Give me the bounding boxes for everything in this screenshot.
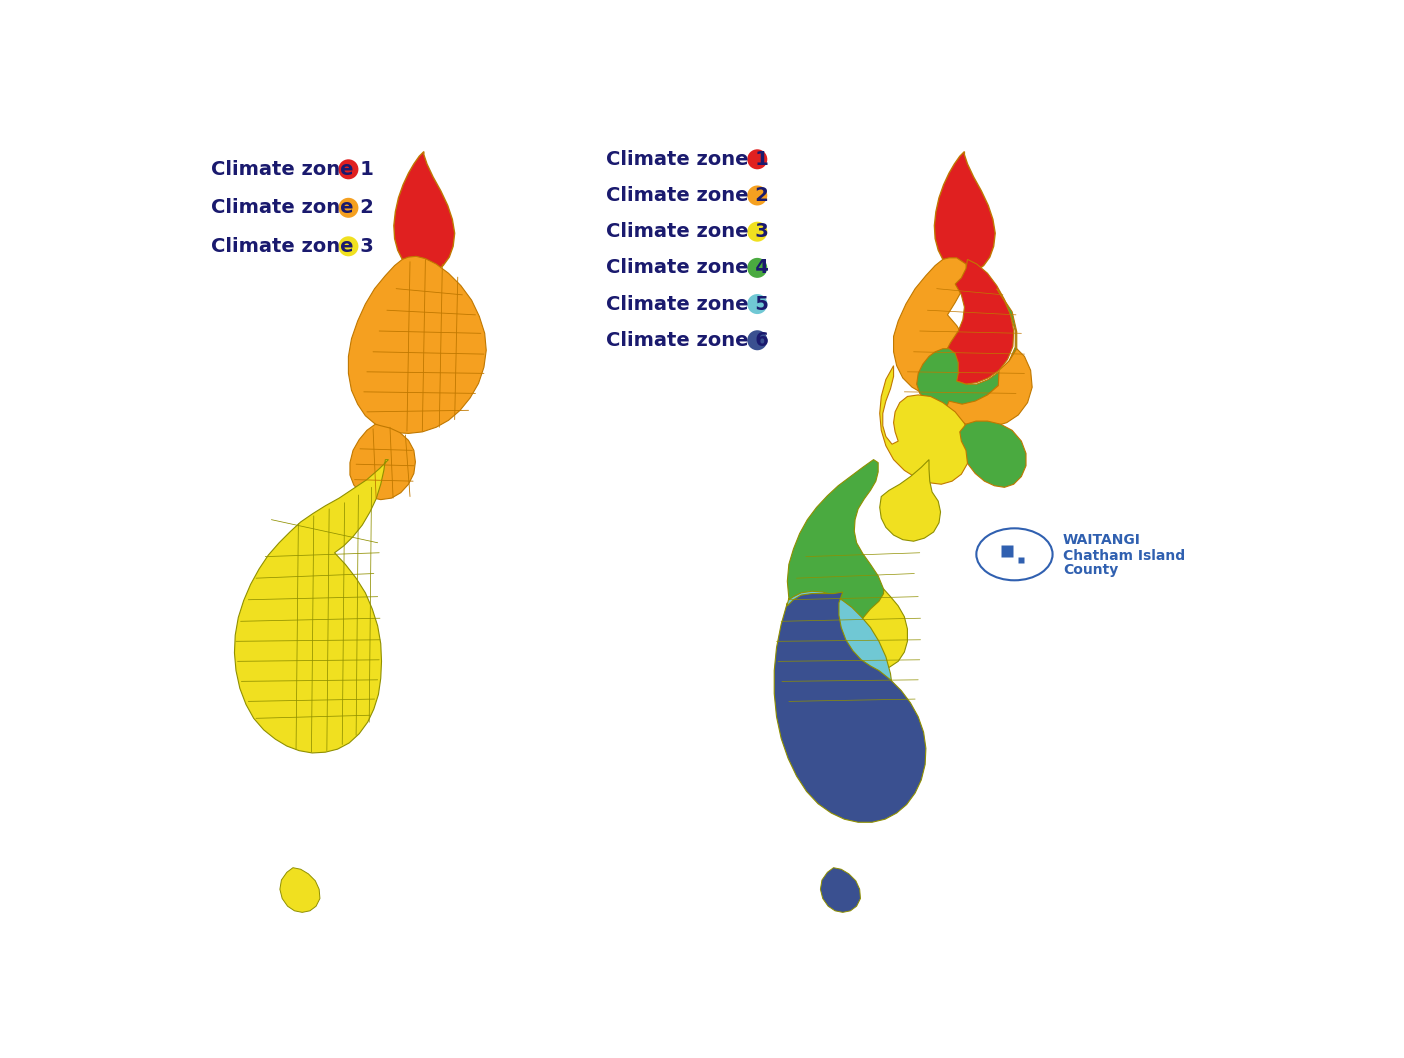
Text: Climate zone 2: Climate zone 2 <box>607 186 769 205</box>
Circle shape <box>747 330 768 350</box>
Ellipse shape <box>976 528 1053 580</box>
Circle shape <box>338 198 358 218</box>
Polygon shape <box>348 256 486 434</box>
Text: WAITANGI: WAITANGI <box>1063 533 1141 547</box>
Circle shape <box>747 149 768 169</box>
Polygon shape <box>774 592 925 822</box>
Text: County: County <box>1063 563 1118 577</box>
Text: Climate zone 5: Climate zone 5 <box>607 294 769 313</box>
Polygon shape <box>350 424 416 499</box>
Polygon shape <box>856 589 907 671</box>
Polygon shape <box>788 459 886 649</box>
Text: Climate zone 1: Climate zone 1 <box>607 150 769 169</box>
Circle shape <box>747 185 768 205</box>
Polygon shape <box>779 591 893 753</box>
Polygon shape <box>279 868 320 912</box>
Text: Climate zone 2: Climate zone 2 <box>212 198 375 217</box>
Polygon shape <box>935 151 995 274</box>
Circle shape <box>747 258 768 278</box>
Polygon shape <box>880 459 941 542</box>
Polygon shape <box>880 366 970 485</box>
Text: Climate zone 1: Climate zone 1 <box>212 160 375 179</box>
Polygon shape <box>395 151 455 274</box>
Polygon shape <box>946 349 1032 427</box>
Polygon shape <box>960 421 1026 488</box>
Polygon shape <box>234 459 389 753</box>
Circle shape <box>338 236 358 256</box>
Text: Climate zone 4: Climate zone 4 <box>607 258 769 277</box>
Text: Climate zone 3: Climate zone 3 <box>607 222 769 241</box>
Polygon shape <box>943 259 1014 384</box>
Polygon shape <box>917 289 1016 408</box>
Circle shape <box>747 222 768 241</box>
Text: Climate zone 3: Climate zone 3 <box>212 237 373 256</box>
Polygon shape <box>820 868 861 912</box>
Text: Climate zone 6: Climate zone 6 <box>607 331 769 350</box>
Text: Chatham Island: Chatham Island <box>1063 549 1185 563</box>
Circle shape <box>747 294 768 314</box>
Circle shape <box>338 160 358 179</box>
Polygon shape <box>893 258 972 397</box>
